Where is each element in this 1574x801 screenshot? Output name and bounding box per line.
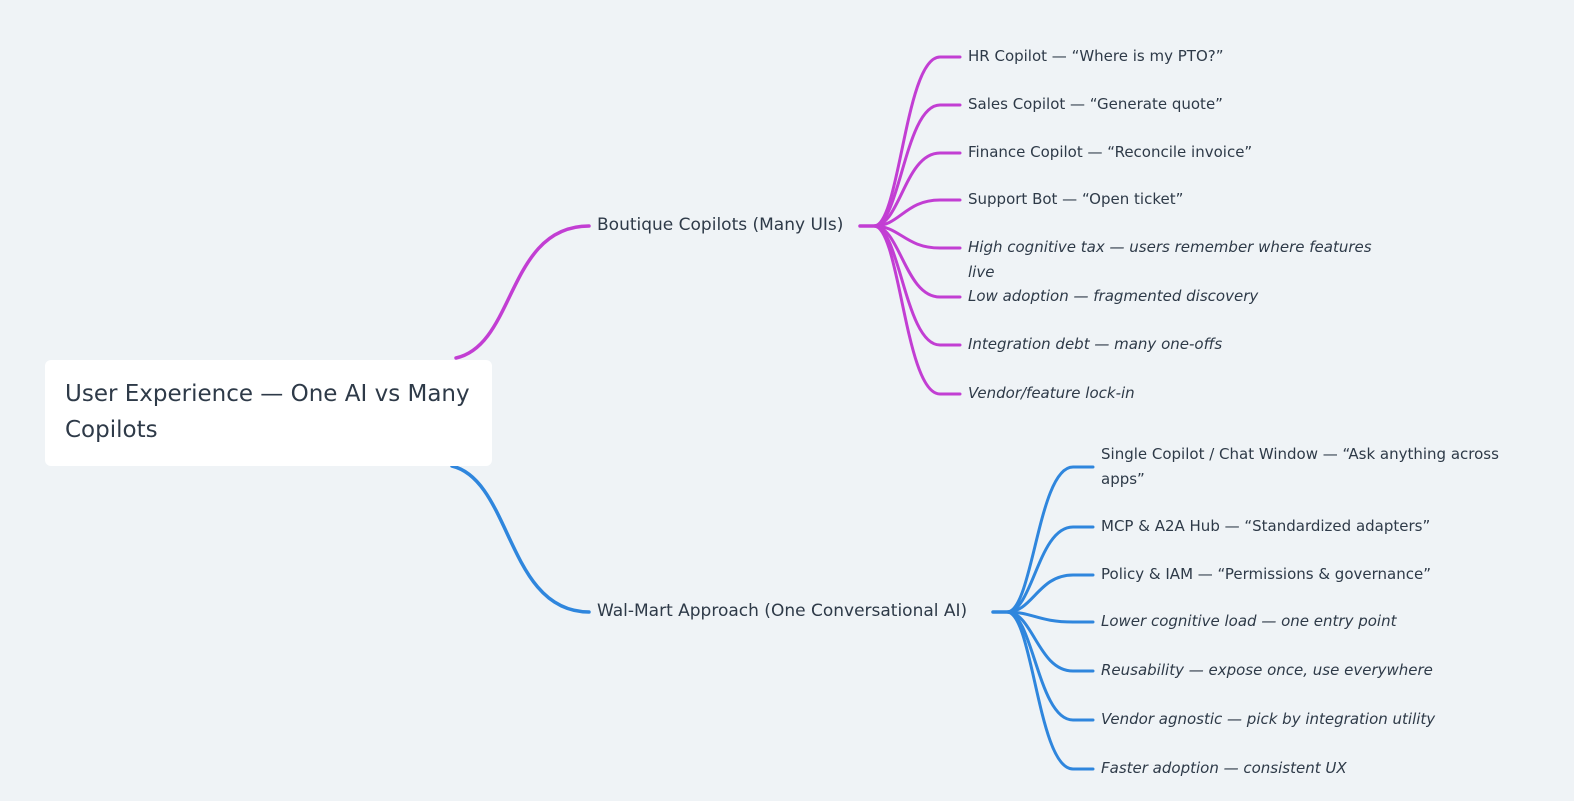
leaf-node[interactable]: High cognitive tax — users remember wher… bbox=[968, 238, 1372, 281]
leaf-node[interactable]: Integration debt — many one-offs bbox=[968, 335, 1223, 353]
root-title: User Experience — One AI vs Many Copilot… bbox=[65, 381, 470, 443]
leaf-connector bbox=[872, 198, 962, 228]
branch-connector bbox=[450, 464, 591, 614]
leaf-node[interactable]: Finance Copilot — “Reconcile invoice” bbox=[968, 143, 1253, 161]
leaf-node[interactable]: Vendor/feature lock-in bbox=[968, 384, 1135, 402]
leaf-connector bbox=[872, 103, 962, 228]
leaf-node[interactable]: HR Copilot — “Where is my PTO?” bbox=[968, 47, 1224, 65]
leaf-node[interactable]: Reusability — expose once, use everywher… bbox=[1101, 661, 1433, 679]
leaf-connector bbox=[1005, 525, 1095, 614]
leaf-node[interactable]: MCP & A2A Hub — “Standardized adapters” bbox=[1101, 517, 1431, 535]
leaf-connector bbox=[1005, 610, 1095, 624]
leaf-connector bbox=[1005, 573, 1095, 614]
leaf-connector bbox=[1005, 465, 1095, 614]
leaf-node[interactable]: Support Bot — “Open ticket” bbox=[968, 190, 1184, 208]
branch-node[interactable]: Boutique Copilots (Many UIs) bbox=[597, 215, 844, 235]
leaf-connector bbox=[1005, 610, 1095, 771]
root-node[interactable]: User Experience — One AI vs Many Copilot… bbox=[45, 360, 492, 466]
leaf-connector bbox=[872, 224, 962, 250]
leaf-node[interactable]: Vendor agnostic — pick by integration ut… bbox=[1101, 710, 1436, 728]
leaf-node[interactable]: Single Copilot / Chat Window — “Ask anyt… bbox=[1101, 445, 1499, 488]
leaf-node[interactable]: Sales Copilot — “Generate quote” bbox=[968, 95, 1223, 113]
leaf-node[interactable]: Faster adoption — consistent UX bbox=[1101, 759, 1347, 777]
leaf-node[interactable]: Lower cognitive load — one entry point bbox=[1101, 612, 1397, 630]
leaf-node[interactable]: Low adoption — fragmented discovery bbox=[968, 287, 1259, 305]
leaf-node[interactable]: Policy & IAM — “Permissions & governance… bbox=[1101, 565, 1431, 583]
leaf-connector bbox=[872, 224, 962, 396]
leaf-connector bbox=[872, 151, 962, 228]
branch-node[interactable]: Wal-Mart Approach (One Conversational AI… bbox=[597, 601, 968, 621]
branch-connector bbox=[454, 224, 591, 360]
